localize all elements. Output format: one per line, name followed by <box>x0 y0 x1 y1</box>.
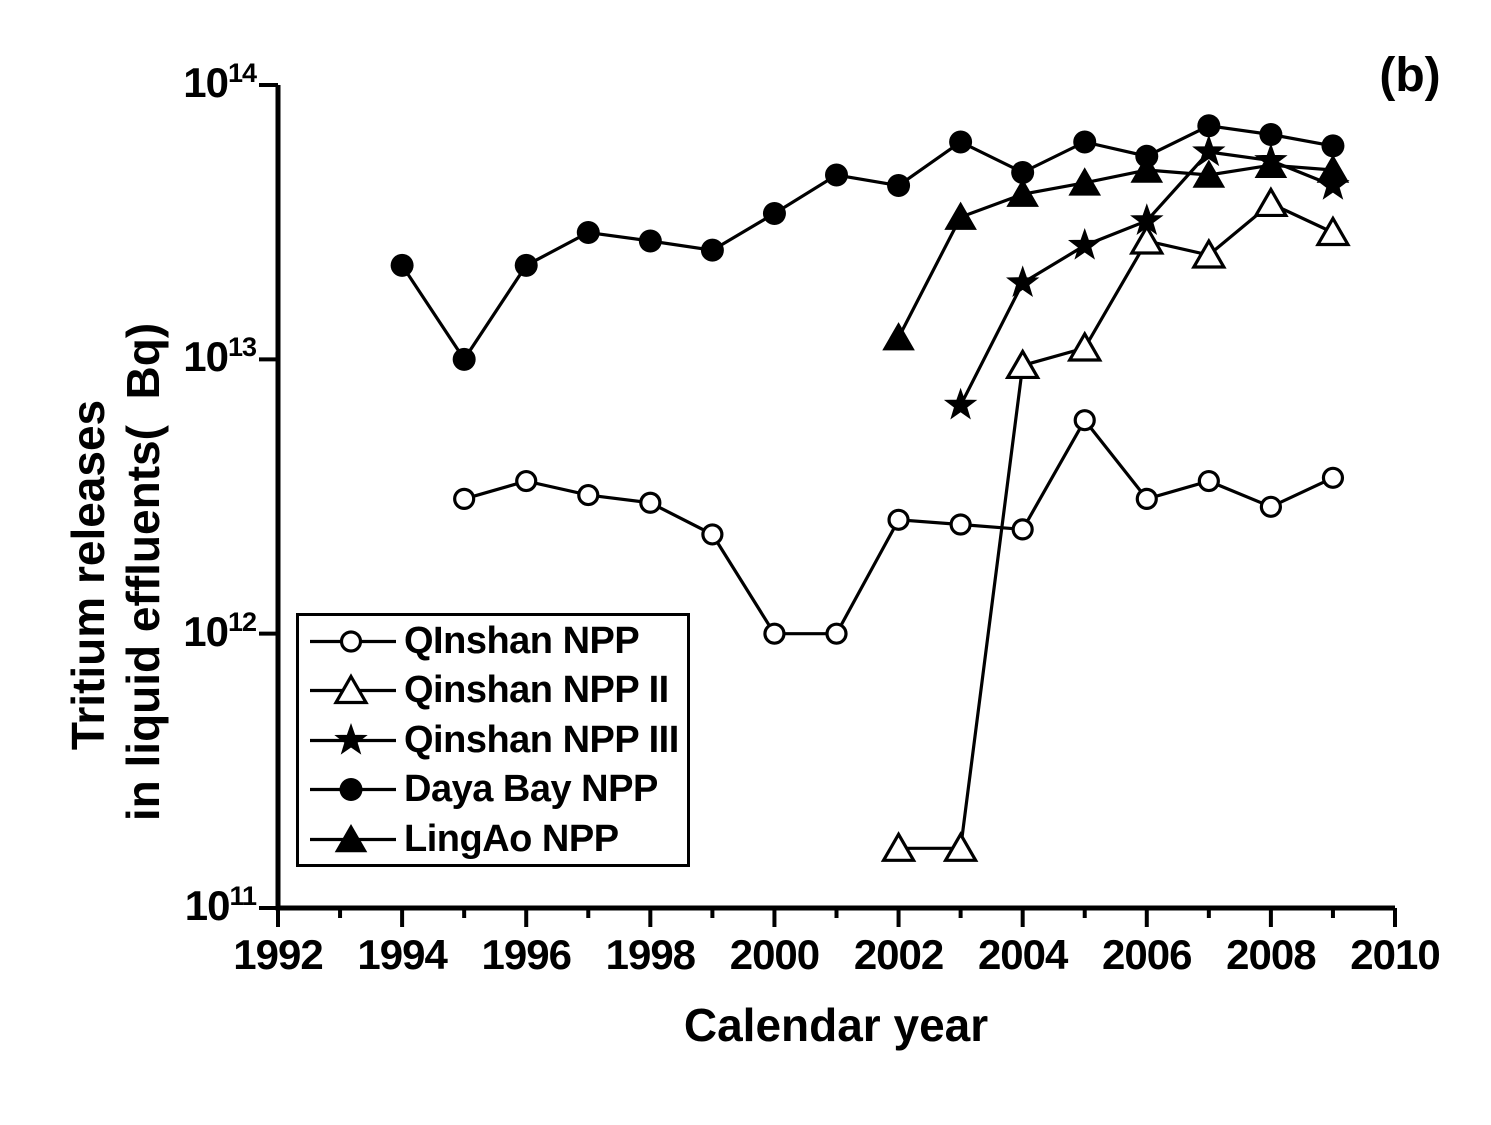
x-tick-label: 2006 <box>1102 931 1192 978</box>
x-tick-label: 2000 <box>729 931 820 978</box>
data-point-daya-bay-npp <box>1073 130 1097 154</box>
data-point-qinshan-npp <box>1259 495 1282 518</box>
data-point-qinshan-npp <box>701 523 724 546</box>
legend-label: Daya Bay NPP <box>404 768 658 810</box>
legend-item-daya-bay-npp: Daya Bay NPP <box>309 765 687 814</box>
legend-item-lingao-npp: LingAo NPP <box>309 815 687 864</box>
x-tick-label: 1996 <box>481 931 572 978</box>
data-point-daya-bay-npp <box>762 202 786 226</box>
data-point-qinshan-npp-ii <box>1191 237 1227 269</box>
data-point-qinshan-npp <box>887 508 910 531</box>
legend-label: Qinshan NPP III <box>404 718 679 761</box>
data-point-lingao-npp <box>1068 167 1102 196</box>
data-point-daya-bay-npp <box>576 220 600 244</box>
data-point-lingao-npp <box>882 322 915 351</box>
legend-marker-qinshan-npp-iii <box>334 722 368 755</box>
open-circle-legend-icon <box>310 629 396 653</box>
filled-circle-legend-icon <box>310 778 396 801</box>
y-axis-title-line1: Tritium releases <box>62 399 114 751</box>
legend-marker-qinshan-npp <box>339 629 363 653</box>
data-point-daya-bay-npp <box>638 229 662 253</box>
data-point-qinshan-npp <box>1197 469 1220 493</box>
x-tick-label: 2002 <box>853 931 944 978</box>
data-point-lingao-npp <box>1006 178 1039 207</box>
data-point-qinshan-npp <box>949 513 972 536</box>
x-tick-label: 2008 <box>1226 931 1316 978</box>
legend-label: Qinshan NPP II <box>404 669 669 711</box>
data-point-qinshan-npp <box>1011 518 1034 541</box>
legend-marker-qinshan-npp-ii <box>333 673 369 705</box>
data-point-daya-bay-npp <box>887 174 911 198</box>
data-point-qinshan-npp-iii <box>943 387 978 420</box>
data-point-lingao-npp <box>1130 154 1164 183</box>
series-line-lingao-npp <box>897 163 1334 339</box>
data-point-qinshan-npp-ii <box>1253 186 1289 218</box>
legend-item-qinshan-npp-iii: Qinshan NPP III <box>309 716 687 765</box>
y-tick-label: 1012 <box>183 606 257 655</box>
data-point-lingao-npp <box>1192 159 1226 188</box>
panel-label: (b) <box>1379 49 1441 102</box>
data-point-qinshan-npp-ii <box>1315 215 1351 247</box>
data-point-qinshan-npp-iii <box>1006 265 1040 298</box>
data-point-daya-bay-npp <box>514 253 538 277</box>
legend-item-qinshan-npp-ii: Qinshan NPP II <box>309 666 687 715</box>
data-point-qinshan-npp <box>825 622 848 645</box>
data-point-daya-bay-npp <box>452 347 476 371</box>
x-axis-title: Calendar year <box>683 999 989 1051</box>
y-axis-title-line2: in liquid effluents( Bq) <box>117 322 169 822</box>
data-point-qinshan-npp <box>639 491 662 514</box>
legend-label: QInshan NPP <box>404 619 640 662</box>
x-tick-label: 2010 <box>1350 931 1440 978</box>
data-point-daya-bay-npp <box>825 163 848 187</box>
data-point-qinshan-npp-ii <box>880 831 917 862</box>
x-tick-label: 1994 <box>357 931 447 978</box>
data-point-qinshan-npp-iii <box>1192 134 1226 167</box>
data-point-qinshan-npp <box>1135 487 1158 510</box>
data-point-daya-bay-npp <box>1259 123 1283 147</box>
data-point-qinshan-npp-ii <box>1004 348 1041 380</box>
data-point-qinshan-npp-iii <box>1130 203 1164 235</box>
data-point-lingao-npp <box>944 201 977 230</box>
data-point-daya-bay-npp <box>949 130 973 154</box>
data-point-daya-bay-npp <box>390 253 414 277</box>
data-point-daya-bay-npp <box>1135 144 1159 168</box>
series-line-daya-bay-npp <box>400 124 1334 363</box>
legend-marker-lingao-npp <box>334 823 368 852</box>
data-point-daya-bay-npp <box>1011 160 1035 184</box>
data-point-daya-bay-npp <box>700 238 724 262</box>
data-point-qinshan-npp <box>453 487 476 510</box>
filled-triangle-legend-icon <box>310 823 396 852</box>
y-tick-label: 1013 <box>183 332 257 381</box>
legend-marker-daya-bay-npp <box>339 778 363 801</box>
data-point-qinshan-npp-iii <box>1316 168 1350 200</box>
data-point-qinshan-npp <box>763 622 786 645</box>
legend-label: LingAo NPP <box>404 817 619 860</box>
data-point-daya-bay-npp <box>1321 134 1345 158</box>
data-point-qinshan-npp-iii <box>1068 227 1102 260</box>
data-point-qinshan-npp <box>577 483 600 507</box>
x-tick-label: 1998 <box>605 931 696 978</box>
data-point-qinshan-npp-ii <box>1066 330 1103 362</box>
star-legend-icon <box>310 722 396 755</box>
legend-item-qinshan-npp: QInshan NPP <box>309 617 687 666</box>
legend: QInshan NPP Qinshan NPP II Qinshan NPP I… <box>296 613 690 867</box>
data-point-qinshan-npp <box>515 469 538 493</box>
open-triangle-legend-icon <box>310 673 396 705</box>
data-point-qinshan-npp <box>1321 466 1345 489</box>
data-point-qinshan-npp <box>1073 409 1096 432</box>
y-tick-label: 1014 <box>183 57 257 106</box>
data-point-qinshan-npp-iii <box>1254 143 1288 175</box>
x-tick-label: 1992 <box>233 931 323 978</box>
data-point-daya-bay-npp <box>1197 114 1221 138</box>
data-point-qinshan-npp-ii <box>1129 223 1165 255</box>
y-tick-label: 1011 <box>184 880 257 929</box>
x-tick-label: 2004 <box>977 931 1068 978</box>
data-point-qinshan-npp-ii <box>942 831 979 862</box>
